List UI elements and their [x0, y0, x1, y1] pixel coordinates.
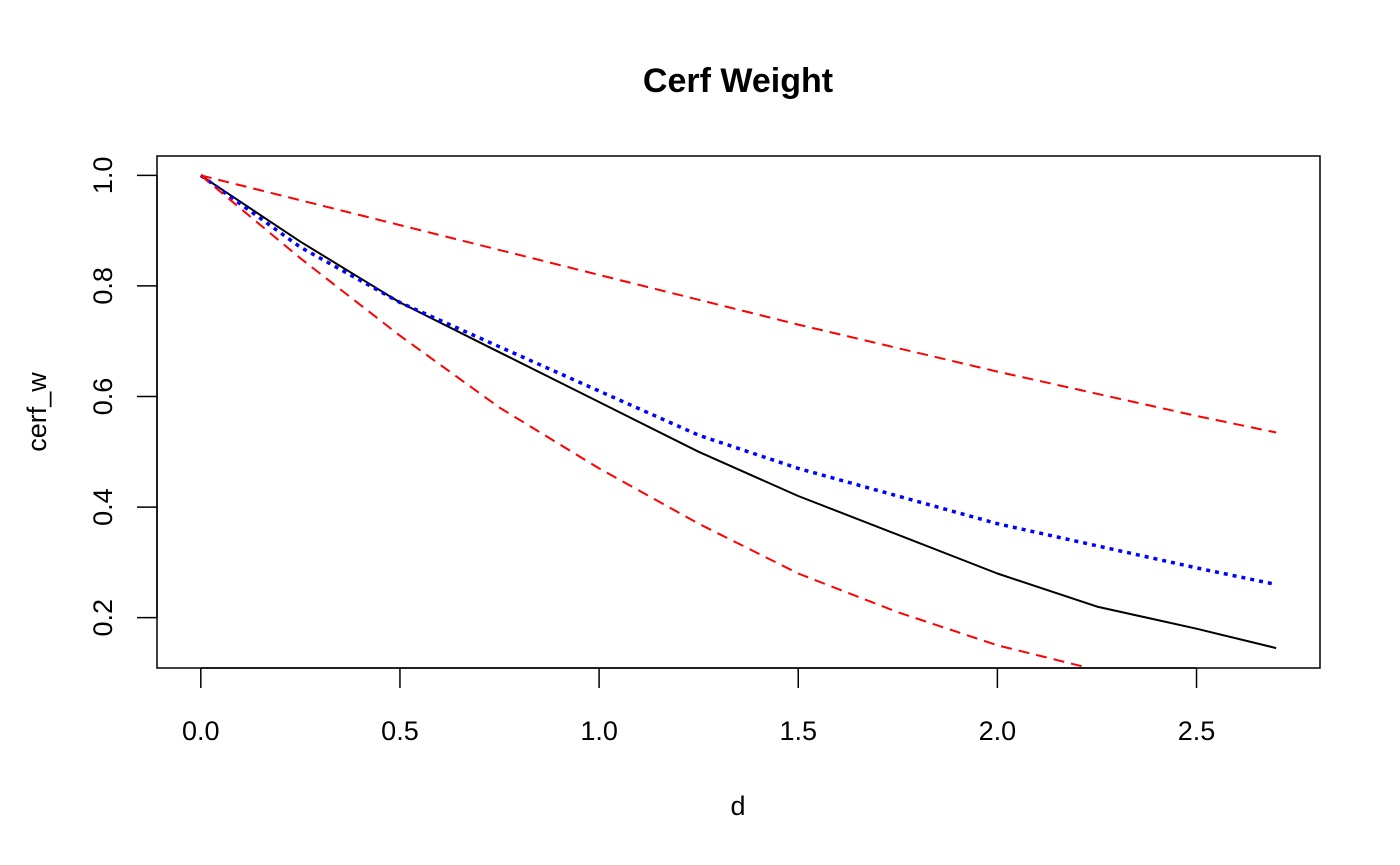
series-line-4	[200, 174, 1090, 668]
y-tick-label: 0.6	[88, 378, 118, 416]
x-tick-label: 0.0	[182, 716, 220, 746]
series-line-2	[199, 173, 1277, 587]
x-axis-label: d	[730, 791, 745, 821]
y-tick-label: 0.4	[88, 488, 118, 526]
x-axis: 0.0 0.5 1.0 1.5 2.0 2.5	[182, 667, 1216, 746]
y-axis-label: cerf_w	[22, 372, 52, 452]
series-line-1	[200, 174, 1277, 650]
series-line-3	[200, 174, 1277, 434]
x-tick-label: 1.0	[580, 716, 618, 746]
y-tick-label: 0.8	[88, 267, 118, 305]
x-tick-label: 2.5	[1178, 716, 1216, 746]
plot-lines	[199, 173, 1277, 668]
y-axis: 0.2 0.4 0.6 0.8 1.0	[88, 157, 158, 637]
x-tick-label: 1.5	[779, 716, 817, 746]
y-tick-label: 0.2	[88, 599, 118, 637]
chart-title: Cerf Weight	[643, 62, 833, 100]
plot-box	[156, 155, 1321, 669]
y-tick-label: 1.0	[88, 157, 118, 195]
x-tick-label: 0.5	[381, 716, 419, 746]
x-tick-label: 2.0	[979, 716, 1017, 746]
